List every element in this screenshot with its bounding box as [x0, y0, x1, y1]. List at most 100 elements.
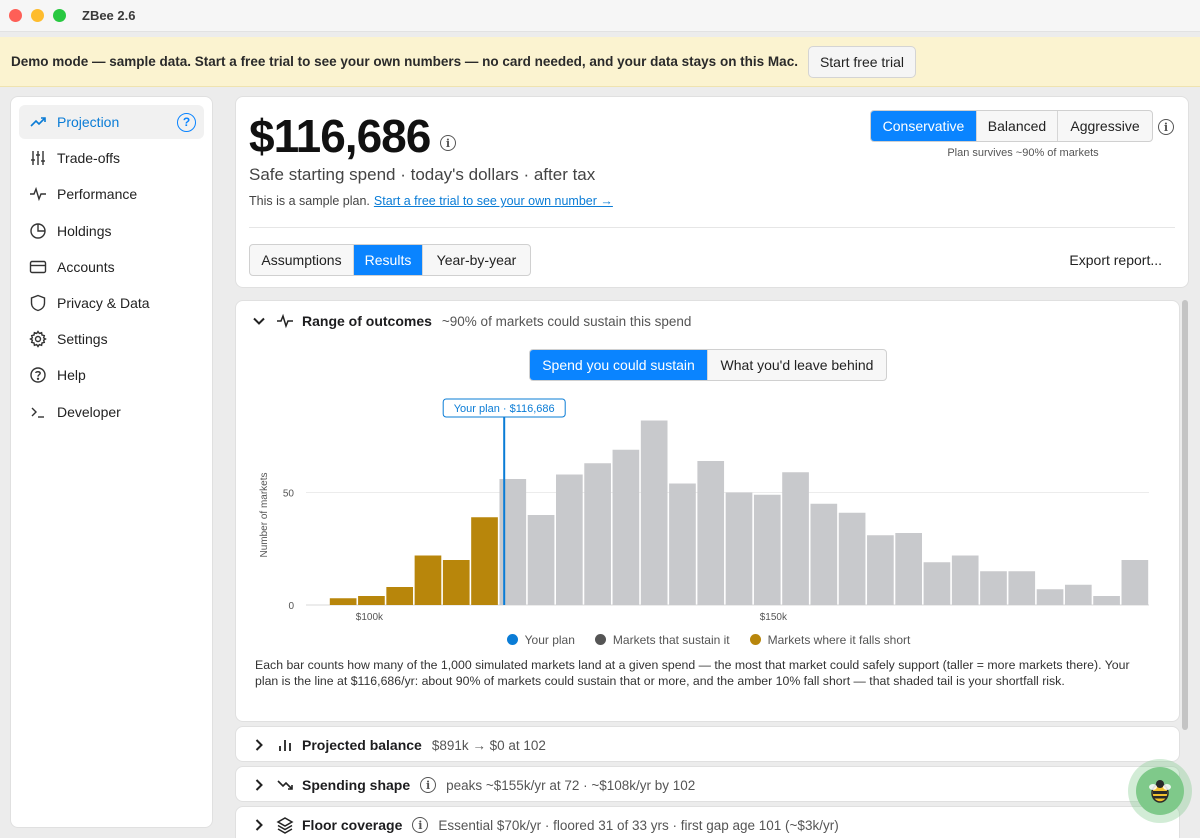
projected-balance-header[interactable]: Projected balance $891k → $0 at 102 — [252, 735, 546, 755]
risk-option-balanced[interactable]: Balanced — [977, 111, 1058, 141]
demo-banner-text: Demo mode — sample data. Start a free tr… — [11, 54, 798, 69]
sidebar-item-settings[interactable]: Settings — [19, 322, 204, 356]
section-title: Floor coverage — [302, 817, 403, 833]
info-icon[interactable]: i — [440, 135, 456, 151]
risk-option-aggressive[interactable]: Aggressive — [1070, 118, 1140, 134]
sustain-bar — [810, 503, 838, 605]
layers-icon — [276, 816, 294, 834]
gear-icon — [29, 330, 47, 348]
legend-dot-plan — [506, 634, 518, 645]
pie-icon — [29, 222, 47, 240]
chevron-right-icon — [252, 738, 266, 752]
sample-plan-text: This is a sample plan. — [249, 194, 370, 208]
sustain-bar — [782, 472, 809, 605]
section-subtitle: peaks ~$155k/yr at 72 · ~$108k/yr by 102 — [446, 777, 696, 793]
trend-up-icon — [29, 113, 47, 131]
sample-plan-note: This is a sample plan. Start a free trial… — [249, 194, 613, 208]
spending-shape-section[interactable]: Spending shape i peaks ~$155k/yr at 72 ·… — [235, 766, 1180, 802]
section-title: Spending shape — [302, 777, 411, 793]
sustain-bar — [838, 512, 866, 605]
toggle-leave-behind[interactable]: What you'd leave behind — [720, 357, 874, 373]
y-axis-label: Number of markets — [259, 472, 270, 557]
sustain-bar — [669, 483, 696, 605]
help-circle-icon — [29, 366, 47, 384]
shortfall-bar — [358, 596, 385, 605]
shortfall-bar — [442, 560, 470, 605]
risk-info-icon[interactable]: i — [1158, 119, 1174, 135]
sustain-bar — [725, 492, 753, 605]
view-tabs: Assumptions Results Year-by-year — [249, 244, 531, 276]
info-icon[interactable]: i — [412, 817, 429, 833]
chevron-right-icon — [252, 818, 266, 832]
sidebar-item-label: Privacy & Data — [57, 294, 150, 311]
sustain-bar — [923, 562, 951, 605]
legend-item-sustain: Markets that sustain it — [594, 633, 730, 647]
projected-balance-section[interactable]: Projected balance $891k → $0 at 102 — [235, 726, 1180, 762]
minimize-window-button[interactable] — [31, 9, 44, 22]
main-scrollbar[interactable] — [1180, 300, 1190, 830]
plan-marker-label: Your plan · $116,686 — [454, 403, 555, 415]
sidebar-item-label: Performance — [57, 186, 138, 203]
outcome-mode-toggle: Spend you could sustain What you'd leave… — [529, 349, 887, 381]
window-title: ZBee 2.6 — [82, 8, 136, 23]
sustain-bar — [1008, 571, 1036, 605]
section-subtitle: $891k → $0 at 102 — [431, 737, 546, 753]
spending-shape-header[interactable]: Spending shape i peaks ~$155k/yr at 72 ·… — [252, 775, 695, 795]
sustain-bar — [697, 461, 725, 605]
sidebar-item-performance[interactable]: Performance — [19, 177, 204, 211]
zoom-window-button[interactable] — [53, 9, 66, 22]
card-icon — [29, 258, 47, 276]
info-icon[interactable]: i — [420, 777, 437, 793]
scrollbar-thumb[interactable] — [1182, 300, 1188, 730]
sidebar-item-trade-offs[interactable]: Trade-offs — [19, 141, 204, 175]
sidebar-item-label: Settings — [57, 331, 108, 348]
export-report-button[interactable]: Export report... — [1069, 252, 1162, 268]
range-of-outcomes-header[interactable]: Range of outcomes ~90% of markets could … — [252, 311, 691, 331]
sidebar-item-label: Projection — [57, 114, 120, 130]
sustain-bar — [612, 449, 640, 605]
demo-banner: Demo mode — sample data. Start a free tr… — [0, 37, 1200, 87]
sidebar-item-label: Developer — [57, 403, 121, 420]
tab-assumptions[interactable]: Assumptions — [250, 245, 354, 275]
sustain-bar — [640, 420, 668, 605]
sidebar-item-holdings[interactable]: Holdings — [19, 214, 204, 248]
sidebar-item-help[interactable]: Help — [19, 358, 204, 392]
x-tick-label: $100k — [356, 612, 384, 621]
safe-spend-amount: $116,686 — [249, 110, 431, 162]
plan-marker-box — [442, 398, 566, 418]
projection-help-icon[interactable]: ? — [177, 112, 196, 132]
sidebar-item-projection[interactable]: Projection ? — [19, 105, 204, 139]
start-trial-link[interactable]: Start a free trial to see your own numbe… — [373, 194, 613, 208]
trend-down-icon — [276, 776, 294, 794]
legend-item-short: Markets where it falls short — [749, 633, 910, 647]
legend-item-plan: Your plan — [506, 633, 575, 647]
section-subtitle: Essential $70k/yr · floored 31 of 33 yrs… — [438, 817, 839, 833]
sustain-bar — [1064, 584, 1092, 605]
floor-coverage-header[interactable]: Floor coverage i Essential $70k/yr · flo… — [252, 815, 839, 835]
chart-explanation: Each bar counts how many of the 1,000 si… — [255, 658, 1130, 688]
y-tick-label: 0 — [288, 601, 294, 612]
floor-coverage-section[interactable]: Floor coverage i Essential $70k/yr · flo… — [235, 806, 1180, 838]
sidebar-item-accounts[interactable]: Accounts — [19, 250, 204, 284]
risk-option-conservative[interactable]: Conservative — [871, 111, 977, 141]
tab-year-by-year[interactable]: Year-by-year — [436, 252, 517, 268]
sidebar-item-developer[interactable]: Developer — [19, 395, 204, 429]
safe-spend-subtitle: Safe starting spend · today's dollars · … — [249, 165, 596, 184]
sustain-bar — [867, 535, 894, 605]
section-title: Range of outcomes — [302, 313, 432, 329]
toggle-spend-sustain[interactable]: Spend you could sustain — [530, 350, 708, 380]
pulse-icon — [276, 312, 294, 330]
sidebar-item-label: Help — [57, 367, 86, 384]
tab-results[interactable]: Results — [354, 245, 423, 275]
sustain-bar — [753, 494, 781, 605]
terminal-icon — [29, 403, 47, 421]
sustain-bar — [980, 571, 1007, 605]
sidebar-item-privacy-data[interactable]: Privacy & Data — [19, 286, 204, 320]
bar-chart-icon — [276, 736, 294, 754]
start-free-trial-button[interactable]: Start free trial — [807, 45, 916, 78]
shortfall-bar — [329, 598, 357, 605]
chevron-right-icon — [252, 778, 266, 792]
bee-assistant-button[interactable] — [1136, 767, 1184, 815]
sidebar-item-label: Holdings — [57, 222, 112, 239]
close-window-button[interactable] — [9, 9, 22, 22]
